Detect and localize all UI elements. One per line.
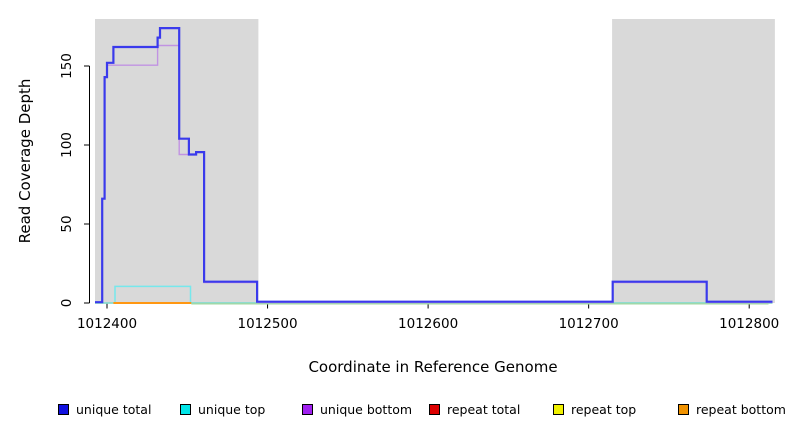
- legend-label: unique bottom: [320, 401, 413, 417]
- shaded-region: [95, 19, 259, 303]
- legend-item-unique-top: unique top: [180, 401, 266, 417]
- y-tick-label: 100: [59, 132, 75, 158]
- y-tick-label: 50: [59, 215, 75, 233]
- x-axis-title: Coordinate in Reference Genome: [308, 358, 558, 376]
- legend-swatch-icon: [180, 403, 191, 415]
- legend-item-unique-bottom: unique bottom: [302, 401, 413, 417]
- x-tick-label: 1012800: [719, 316, 780, 332]
- y-tick-label: 0: [59, 298, 75, 308]
- legend-item-repeat-top: repeat top: [553, 401, 637, 417]
- legend-label: repeat top: [571, 401, 637, 417]
- series-line-unique-total: [95, 27, 773, 304]
- legend-item-repeat-total: repeat total: [429, 401, 521, 417]
- legend-label: unique top: [198, 401, 266, 417]
- y-axis-title: Read Coverage Depth: [16, 78, 34, 244]
- legend-swatch-icon: [302, 403, 313, 415]
- legend-swatch-icon: [58, 403, 69, 415]
- x-tick-label: 1012600: [398, 316, 459, 332]
- y-tick-label: 150: [59, 53, 75, 79]
- legend-swatch-icon: [429, 403, 440, 415]
- legend-label: repeat bottom: [696, 401, 786, 417]
- legend-label: repeat total: [447, 401, 521, 417]
- legend-swatch-icon: [553, 403, 564, 415]
- x-tick-label: 1012700: [558, 316, 619, 332]
- shaded-region: [612, 19, 775, 303]
- x-tick-label: 1012400: [76, 316, 138, 332]
- legend-item-unique-total: unique total: [58, 401, 152, 417]
- legend-swatch-icon: [678, 403, 689, 415]
- legend-label: unique total: [76, 401, 152, 417]
- x-tick-label: 1012500: [237, 316, 298, 332]
- legend-item-repeat-bottom: repeat bottom: [678, 401, 786, 417]
